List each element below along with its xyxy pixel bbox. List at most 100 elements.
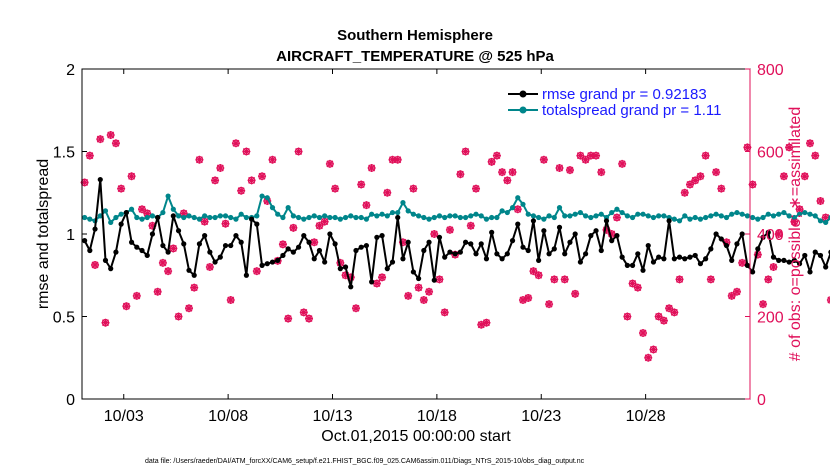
spread-point — [556, 205, 563, 211]
spread-point — [108, 219, 114, 226]
obs-assimilated-marker — [164, 267, 173, 276]
rmse-point — [144, 252, 150, 259]
rmse-point — [682, 256, 688, 262]
rmse-point — [447, 249, 453, 255]
rmse-point — [165, 249, 171, 255]
spread-point — [87, 216, 93, 222]
spread-point — [311, 213, 317, 219]
obs-assimilated-marker — [362, 201, 371, 210]
chart-title: Southern Hemisphere — [337, 27, 493, 44]
rmse-point — [123, 209, 129, 216]
obs-assimilated-marker — [211, 176, 220, 185]
spread-point — [400, 200, 406, 206]
y2-tick-label: 400 — [757, 227, 784, 244]
rmse-point — [358, 244, 364, 250]
obs-assimilated-marker — [190, 283, 199, 292]
spread-point — [306, 214, 312, 221]
y-tick-label: 1.5 — [53, 145, 75, 162]
y2-tick-label: 800 — [757, 62, 784, 79]
spread-point — [494, 214, 500, 221]
obs-assimilated-marker — [440, 308, 449, 317]
rmse-point — [97, 176, 103, 183]
rmse-point — [739, 231, 745, 237]
obs-assimilated-marker — [216, 164, 225, 172]
obs-assimilated-marker — [425, 287, 434, 296]
spread-point — [478, 213, 484, 219]
rmse-point — [139, 247, 145, 254]
rmse-point — [562, 251, 568, 257]
spread-point — [139, 216, 145, 222]
rmse-point — [113, 249, 119, 255]
spread-point — [656, 213, 662, 219]
rmse-point — [337, 266, 343, 272]
rmse-point — [478, 241, 484, 247]
rmse-point — [671, 256, 677, 262]
obs-assimilated-marker — [435, 275, 444, 284]
rmse-point — [635, 251, 641, 257]
x-tick-label: 10/08 — [208, 408, 248, 425]
obs-assimilated-marker — [325, 159, 334, 168]
rmse-point — [645, 242, 651, 249]
spread-point — [650, 214, 657, 221]
y2-axis-label: # of obs: o=possible; ∗=assimilated — [787, 107, 804, 361]
spread-point — [609, 209, 615, 216]
spread-point — [457, 214, 463, 221]
obs-assimilated-marker — [701, 151, 710, 160]
y-tick-label: 0 — [66, 392, 75, 409]
spread-point — [170, 206, 176, 212]
rmse-point — [202, 233, 208, 239]
rmse-point — [275, 257, 281, 263]
obs-assimilated-marker — [743, 143, 752, 152]
rmse-point — [311, 256, 317, 262]
obs-assimilated-marker — [96, 135, 105, 144]
rmse-point — [254, 221, 260, 227]
spread-point — [671, 216, 677, 222]
rmse-point — [181, 241, 187, 247]
rmse-point — [703, 256, 709, 262]
rmse-point — [285, 246, 291, 252]
obs-assimilated-marker — [419, 296, 428, 304]
obs-assimilated-marker — [545, 300, 554, 309]
obs-assimilated-marker — [592, 151, 601, 160]
spread-point — [515, 195, 521, 201]
spread-point — [645, 213, 651, 219]
spread-point — [290, 213, 296, 219]
obs-assimilated-marker — [122, 302, 131, 311]
obs-assimilated-marker — [539, 155, 548, 164]
spread-point — [264, 195, 270, 201]
obs-assimilated-marker — [576, 151, 585, 160]
rmse-point — [322, 259, 328, 265]
obs-assimilated-marker — [628, 279, 637, 288]
spread-point — [765, 211, 771, 217]
obs-assimilated-marker — [633, 283, 642, 292]
spread-point — [322, 213, 328, 219]
obs-assimilated-marker — [513, 205, 522, 214]
obs-assimilated-marker — [732, 287, 741, 296]
obs-assimilated-marker — [503, 176, 512, 185]
rmse-point — [259, 262, 265, 268]
spread-point — [525, 211, 531, 217]
rmse-point — [515, 221, 521, 227]
spread-point — [358, 214, 364, 221]
spread-point — [426, 216, 432, 222]
obs-assimilated-marker — [581, 155, 590, 164]
spread-point — [750, 214, 756, 221]
rmse-point — [332, 241, 338, 247]
obs-assimilated-marker — [158, 258, 167, 267]
spread-point — [332, 214, 338, 221]
spread-point — [144, 214, 150, 221]
spread-point — [546, 213, 552, 219]
spread-point — [243, 214, 249, 221]
obs-assimilated-marker — [586, 151, 595, 160]
spread-point — [191, 214, 197, 221]
obs-assimilated-marker — [237, 186, 246, 195]
obs-assimilated-marker — [550, 275, 559, 284]
rmse-point — [697, 261, 704, 267]
obs-assimilated-marker — [357, 180, 366, 189]
x-tick-label: 10/13 — [312, 408, 352, 425]
rmse-point — [405, 239, 411, 245]
rmse-point — [82, 238, 88, 244]
rmse-point — [692, 252, 698, 259]
obs-assimilated-marker — [555, 164, 564, 172]
